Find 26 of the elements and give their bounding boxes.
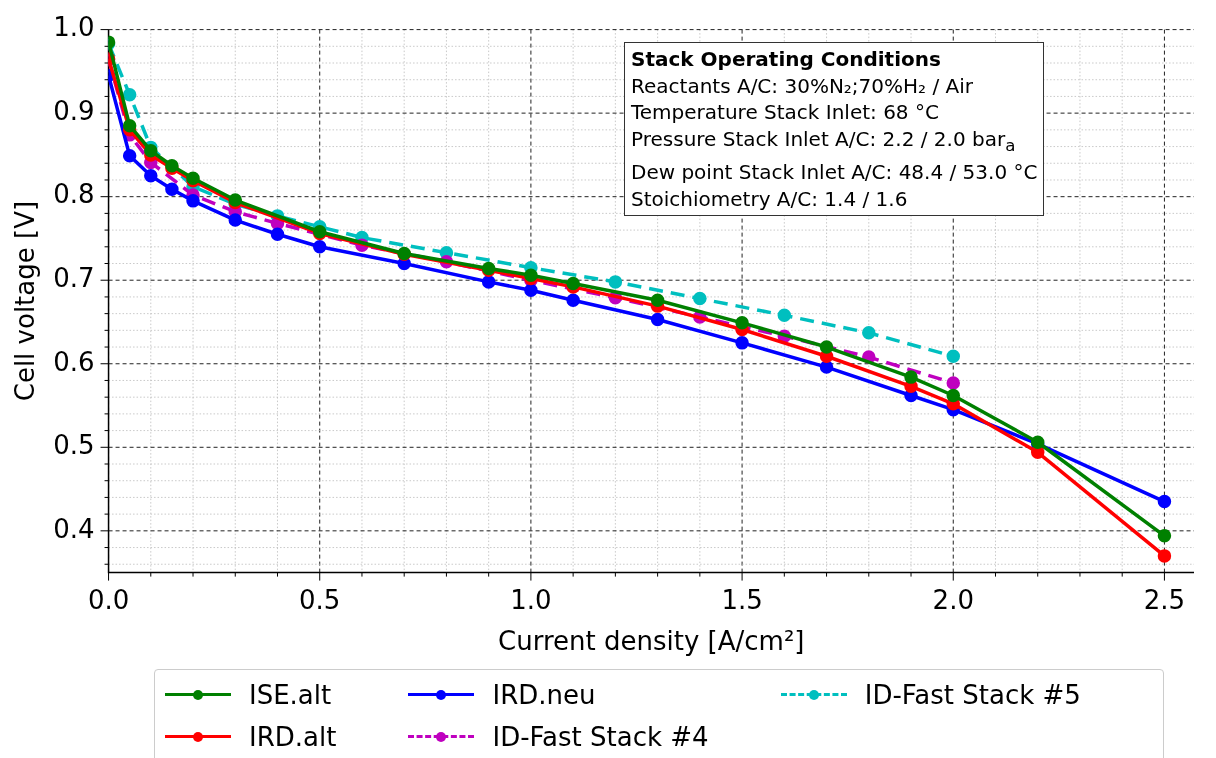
y-tick-label: 0.5 [53,430,95,461]
annotation: Reactants A/C: 30%N₂;70%H₂ / Air [631,72,975,99]
annotation: Temperature Stack Inlet: 68 °C [631,99,940,126]
y-tick-label: 1.0 [53,12,95,43]
x-tick-label: 0.0 [87,584,130,615]
y-tick-label: 0.4 [53,513,95,544]
legend-label: ISE.alt [249,680,332,710]
x-tick-label: 1.5 [721,584,763,615]
y-tick-label: 0.8 [53,179,95,210]
legend-label: ID-Fast Stack #5 [864,680,1081,710]
legend-label: IRD.neu [492,680,596,710]
x-tick-label: 2.0 [932,584,974,615]
annotation: Stack Operating Conditions [631,46,942,73]
annotation: Stoichiometry A/C: 1.4 / 1.6 [631,185,909,212]
x-tick-label: 1.0 [510,584,552,615]
y-tick-label: 0.9 [53,95,95,126]
legend-label: IRD.alt [249,722,337,752]
y-tick-label: 0.7 [53,262,95,293]
x-tick-label: 0.5 [299,584,341,615]
x-axis-title: Current density [A/cm²] [498,626,805,657]
y-axis-title: Cell voltage [V] [10,200,41,402]
legend-label: ID-Fast Stack #4 [492,722,709,752]
annotation: Pressure Stack Inlet A/C: 2.2 / 2.0 bar$_{a}$ [631,125,1017,157]
x-tick-label: 2.5 [1143,584,1186,615]
y-tick-label: 0.6 [53,346,95,377]
annotation: Dew point Stack Inlet A/C: 48.4 / 53.0 °C [631,159,1038,186]
